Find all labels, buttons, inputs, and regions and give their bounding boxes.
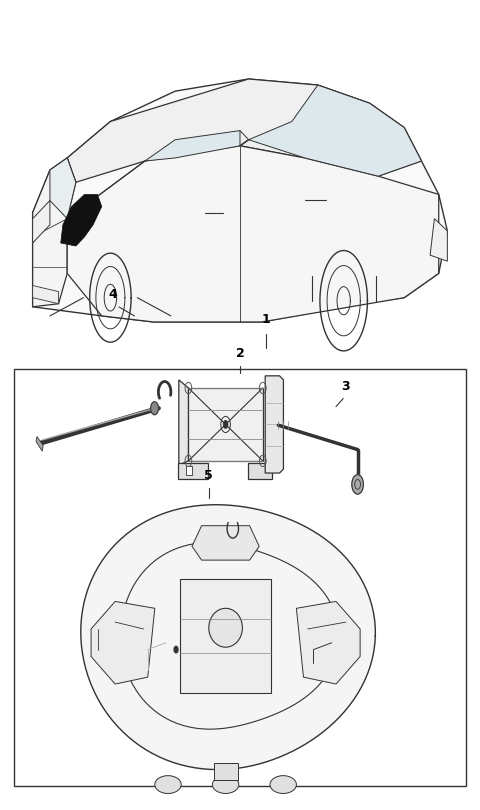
Circle shape	[223, 420, 228, 428]
Polygon shape	[179, 380, 188, 465]
Circle shape	[151, 402, 158, 415]
Bar	[14, 369, 466, 786]
Polygon shape	[249, 463, 272, 479]
Polygon shape	[265, 376, 283, 473]
Bar	[186, 466, 192, 475]
Polygon shape	[249, 85, 421, 177]
Text: 4: 4	[108, 288, 117, 301]
Polygon shape	[36, 437, 43, 451]
Polygon shape	[178, 463, 207, 479]
Polygon shape	[430, 219, 447, 261]
Polygon shape	[81, 505, 375, 770]
Ellipse shape	[212, 776, 239, 794]
Text: 1: 1	[262, 313, 271, 326]
Polygon shape	[67, 146, 439, 322]
Text: 5: 5	[204, 469, 213, 482]
Polygon shape	[214, 762, 238, 781]
Polygon shape	[188, 388, 263, 461]
Polygon shape	[33, 79, 447, 322]
Circle shape	[352, 475, 363, 494]
Polygon shape	[67, 79, 421, 182]
Polygon shape	[33, 286, 59, 304]
Polygon shape	[145, 130, 240, 161]
Ellipse shape	[155, 776, 181, 794]
Ellipse shape	[270, 776, 296, 794]
Polygon shape	[60, 194, 102, 246]
Polygon shape	[33, 158, 76, 307]
Text: 3: 3	[341, 380, 350, 393]
Ellipse shape	[209, 608, 242, 647]
Text: 2: 2	[236, 347, 244, 360]
Polygon shape	[33, 201, 50, 243]
Polygon shape	[50, 158, 76, 219]
Circle shape	[174, 646, 178, 653]
Polygon shape	[296, 601, 360, 684]
Bar	[180, 579, 271, 693]
Polygon shape	[192, 526, 259, 561]
Polygon shape	[91, 601, 155, 684]
